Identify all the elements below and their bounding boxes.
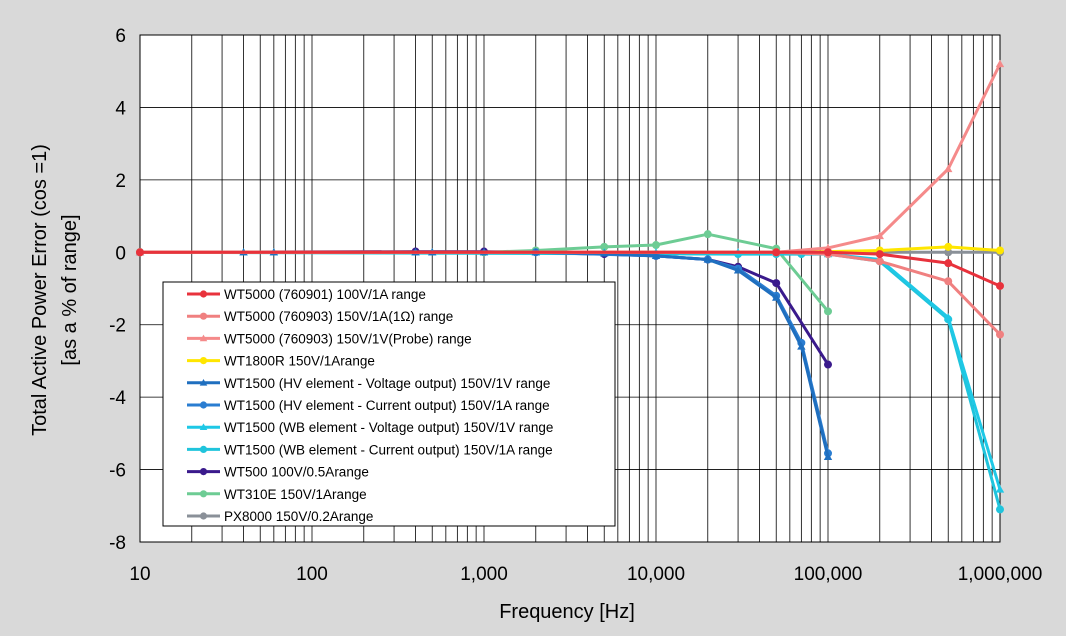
y-tick-label: 0	[115, 243, 126, 264]
legend-item: WT1500 (HV element - Voltage output) 150…	[187, 376, 550, 391]
legend-item: WT5000 (760901) 100V/1A range	[187, 287, 426, 302]
legend-label: WT5000 (760901) 100V/1A range	[224, 287, 426, 302]
y-tick-label: -2	[109, 316, 126, 337]
data-point	[875, 250, 884, 259]
data-point	[824, 307, 832, 316]
data-point	[733, 266, 743, 274]
data-point	[772, 279, 781, 288]
series-group	[135, 59, 1005, 514]
data-point	[996, 330, 1004, 339]
data-point	[944, 259, 953, 268]
data-point	[875, 231, 884, 240]
x-tick-label: 10	[129, 564, 150, 585]
data-point	[703, 255, 712, 263]
y-axis-label-line2: [as a % of range]	[59, 214, 81, 365]
legend-item: WT1500 (WB element - Current output) 150…	[187, 442, 553, 457]
legend-item: WT1500 (HV element - Current output) 150…	[187, 398, 550, 413]
y-tick-label: -4	[109, 388, 126, 409]
data-point	[995, 485, 1005, 493]
x-tick-label: 1,000	[460, 564, 508, 585]
legend-label: WT1500 (WB element - Voltage output) 150…	[224, 420, 553, 435]
series-line	[140, 250, 1001, 288]
data-point	[703, 230, 712, 239]
data-point	[824, 360, 832, 369]
x-tick-label: 10,000	[627, 564, 685, 585]
y-axis-label-line1: Total Active Power Error (cos =1)	[29, 144, 51, 436]
legend-label: PX8000 150V/0.2Arange	[224, 509, 373, 524]
data-point	[772, 293, 781, 301]
data-point	[199, 334, 208, 342]
legend-box	[162, 281, 616, 527]
y-tick-labels: -8 -6 -4 -2 0 2 4 6	[109, 26, 126, 554]
data-point	[944, 277, 953, 286]
legend-label: WT1500 (HV element - Current output) 150…	[224, 398, 550, 413]
legend-item: PX8000 150V/0.2Arange	[187, 509, 373, 524]
data-point	[199, 490, 208, 498]
legend-label: WT1800R 150V/1Arange	[224, 354, 375, 369]
data-point	[199, 468, 208, 476]
data-point	[199, 401, 208, 409]
data-point	[199, 423, 208, 431]
y-tick-label: 4	[115, 98, 126, 119]
legend-label: WT5000 (760903) 150V/1V(Probe) range	[224, 331, 472, 346]
legend-item: WT310E 150V/1Arange	[187, 487, 367, 502]
data-point	[199, 290, 208, 298]
data-point	[823, 452, 833, 461]
data-point	[944, 164, 953, 173]
legend: WT5000 (760901) 100V/1A range WT5000 (760…	[162, 281, 616, 527]
x-tick-label: 100	[296, 564, 328, 585]
data-point	[199, 512, 208, 520]
x-tick-label: 1,000,000	[958, 564, 1043, 585]
legend-item: WT1500 (WB element - Voltage output) 150…	[187, 420, 553, 435]
data-point	[944, 313, 953, 321]
y-tick-label: -6	[109, 461, 126, 482]
y-tick-label: 6	[115, 26, 126, 47]
data-point	[996, 281, 1004, 290]
legend-item: WT500 100V/0.5Arange	[187, 465, 369, 480]
legend-item: WT5000 (760903) 150V/1A(1Ω) range	[187, 309, 453, 324]
data-point	[199, 312, 208, 320]
legend-item: WT5000 (760903) 150V/1V(Probe) range	[187, 331, 472, 346]
legend-item: WT1800R 150V/1Arange	[187, 354, 375, 369]
data-point	[797, 342, 806, 350]
y-tick-label: 2	[115, 171, 126, 192]
data-point	[199, 379, 208, 386]
legend-label: WT1500 (HV element - Voltage output) 150…	[224, 376, 550, 391]
data-point	[824, 248, 832, 257]
x-tick-label: 100,000	[794, 564, 863, 585]
data-point	[136, 248, 144, 257]
legend-label: WT1500 (WB element - Current output) 150…	[224, 442, 553, 457]
legend-label: WT310E 150V/1Arange	[224, 487, 367, 502]
series-1	[136, 248, 1004, 290]
data-point	[199, 357, 208, 365]
data-point	[875, 257, 884, 266]
data-point	[651, 251, 661, 260]
data-point	[944, 242, 953, 251]
data-point	[199, 445, 208, 453]
data-point	[996, 505, 1004, 514]
data-point	[995, 59, 1005, 68]
data-point	[600, 242, 609, 251]
legend-label: WT5000 (760903) 150V/1A(1Ω) range	[224, 309, 453, 324]
x-axis-label: Frequency [Hz]	[499, 601, 635, 623]
data-point	[652, 241, 660, 250]
legend-label: WT500 100V/0.5Arange	[224, 465, 369, 480]
data-point	[996, 246, 1004, 255]
y-tick-label: -8	[109, 533, 126, 554]
data-point	[772, 248, 781, 257]
x-tick-labels: 10 100 1,000 10,000 100,000 1,000,000	[129, 564, 1042, 585]
